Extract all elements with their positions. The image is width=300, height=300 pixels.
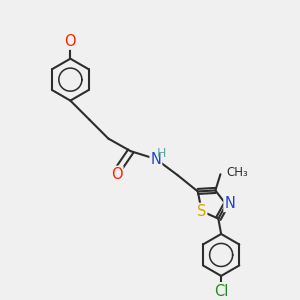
Text: O: O [64, 34, 76, 49]
Text: N: N [224, 196, 235, 211]
Text: O: O [111, 167, 123, 182]
Text: Cl: Cl [214, 284, 228, 299]
Text: N: N [150, 152, 161, 166]
Text: CH₃: CH₃ [226, 166, 248, 179]
Text: H: H [157, 148, 166, 160]
Text: S: S [197, 204, 206, 219]
